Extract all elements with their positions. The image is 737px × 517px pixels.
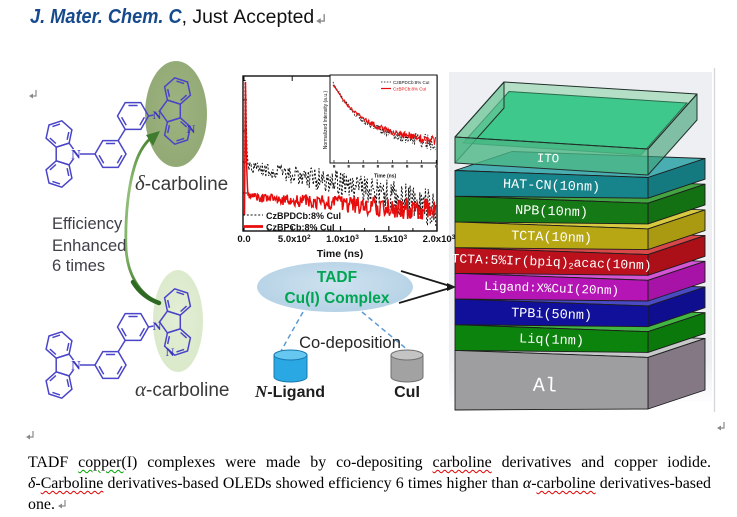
svg-text:Cu(I) Complex: Cu(I) Complex xyxy=(284,290,389,307)
svg-text:Efficiency: Efficiency xyxy=(52,215,123,233)
svg-text:CzBPDCb:8% CuI: CzBPDCb:8% CuI xyxy=(266,211,341,221)
svg-text:N: N xyxy=(71,147,81,162)
svg-text:δ-carboline: δ-carboline xyxy=(135,171,228,195)
svg-text:TADF: TADF xyxy=(317,269,357,286)
svg-text:N: N xyxy=(166,345,175,359)
svg-text:CzBPCb:8% CuI: CzBPCb:8% CuI xyxy=(393,87,426,92)
svg-text:CzBPCb:8% CuI: CzBPCb:8% CuI xyxy=(266,223,335,233)
svg-text:CzBPDCb:8% CuI: CzBPDCb:8% CuI xyxy=(393,80,430,85)
svg-text:Time (ns): Time (ns) xyxy=(374,174,396,180)
svg-text:α-carboline: α-carboline xyxy=(135,377,229,401)
svg-text:Normalized Intensity (a.u.): Normalized Intensity (a.u.) xyxy=(323,90,329,149)
svg-text:Enhanced: Enhanced xyxy=(52,237,126,255)
svg-text:Al: Al xyxy=(533,375,558,399)
svg-text:N-Ligand: N-Ligand xyxy=(254,382,325,401)
svg-text:1.5x103: 1.5x103 xyxy=(374,234,407,245)
svg-text:N: N xyxy=(153,108,162,122)
svg-text:N: N xyxy=(71,358,81,373)
svg-text:N: N xyxy=(153,319,162,333)
svg-text:NPB(10nm): NPB(10nm) xyxy=(515,204,588,222)
svg-text:5.0x102: 5.0x102 xyxy=(278,234,311,245)
svg-text:ITO: ITO xyxy=(536,152,559,167)
svg-text:N: N xyxy=(187,122,196,136)
svg-text:2.0x103: 2.0x103 xyxy=(423,234,456,245)
svg-text:0.0: 0.0 xyxy=(237,234,250,245)
svg-text:1.0x103: 1.0x103 xyxy=(326,234,359,245)
svg-text:Co-deposition: Co-deposition xyxy=(299,334,401,352)
svg-text:CuI: CuI xyxy=(394,384,420,401)
svg-text:TCTA(10nm): TCTA(10nm) xyxy=(511,229,592,247)
svg-text:HAT-CN(10nm): HAT-CN(10nm) xyxy=(503,178,601,196)
svg-text:6 times: 6 times xyxy=(52,257,105,275)
svg-text:Liq(1nm): Liq(1nm) xyxy=(519,332,584,349)
svg-text:Ligand:X%CuI(20nm): Ligand:X%CuI(20nm) xyxy=(484,280,619,299)
svg-text:Time (ns): Time (ns) xyxy=(317,248,363,260)
svg-text:TPBi(50nm): TPBi(50nm) xyxy=(511,306,592,324)
